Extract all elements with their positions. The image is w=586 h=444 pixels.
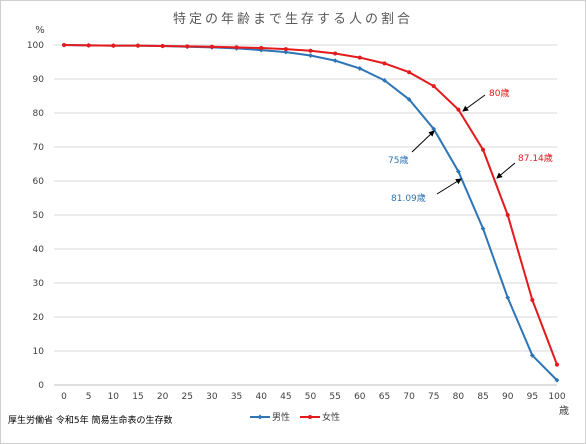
- data-point: [554, 377, 560, 383]
- y-tick-label: 70: [33, 143, 45, 153]
- data-point: [456, 169, 461, 174]
- y-tick-label: 60: [33, 177, 45, 187]
- annotation-label: 87.14歳: [518, 152, 553, 164]
- data-point: [135, 43, 140, 48]
- x-tick-label: 20: [157, 392, 169, 402]
- data-point: [431, 126, 437, 132]
- data-point: [382, 61, 387, 66]
- data-point: [185, 44, 190, 49]
- y-tick-label: 50: [33, 211, 45, 221]
- x-tick-label: 70: [403, 392, 415, 402]
- x-tick-label: 50: [305, 392, 317, 402]
- y-tick-label: 90: [33, 75, 45, 85]
- x-tick-labels: 0 5 10 15 20 25 30 35 40 45 50 55 60 65 70 75 80 85 90 95 10…: [61, 392, 566, 402]
- x-tick-label: 35: [231, 392, 242, 402]
- x-tick-label: 95: [527, 392, 538, 402]
- data-point: [456, 107, 461, 112]
- data-point: [530, 298, 535, 302]
- x-tick-label: 30: [206, 392, 218, 402]
- annotation-arrow: [462, 94, 486, 112]
- y-tick-label: 0: [38, 381, 44, 391]
- x-tick-label: 10: [108, 392, 120, 402]
- y-axis-unit-label: %: [35, 25, 45, 36]
- data-point: [505, 295, 511, 301]
- source-note: 厚生労働省 令和5年 簡易生命表の生存数: [8, 414, 172, 426]
- data-point: [160, 44, 165, 49]
- y-tick-label: 10: [33, 347, 45, 357]
- data-point: [480, 226, 486, 231]
- x-tick-label: 85: [477, 392, 488, 402]
- data-point: [332, 58, 338, 64]
- data-point: [431, 84, 436, 89]
- legend-label: 男性: [272, 411, 290, 423]
- legend-marker: [308, 415, 312, 419]
- data-point: [481, 147, 486, 152]
- legend-marker: [257, 414, 263, 420]
- x-tick-label: 25: [182, 392, 193, 402]
- data-point: [86, 43, 91, 48]
- y-tick-label: 20: [33, 313, 45, 323]
- data-point: [555, 362, 559, 367]
- data-point: [62, 43, 66, 47]
- data-point: [505, 213, 510, 217]
- y-tick-label: 30: [33, 279, 45, 289]
- x-tick-label: 45: [280, 392, 291, 402]
- annotation-arrow: [411, 130, 435, 153]
- x-tick-label: 0: [61, 392, 67, 402]
- y-tick-label: 40: [33, 245, 45, 255]
- grid-lines: [54, 44, 557, 386]
- series-group: [61, 42, 560, 383]
- data-point: [308, 53, 313, 58]
- annotation-arrow: [436, 178, 462, 195]
- data-point: [234, 45, 239, 50]
- chart-title: 特定の年齢まで生存する人の割合: [173, 11, 413, 27]
- legend-label: 女性: [322, 411, 340, 423]
- data-point: [357, 55, 362, 60]
- annotation-arrow: [496, 162, 516, 179]
- x-tick-label: 15: [132, 392, 143, 402]
- data-point: [308, 48, 313, 53]
- x-axis-unit-label: 歳: [559, 405, 569, 417]
- x-tick-label: 65: [379, 392, 390, 402]
- x-tick-label: 5: [86, 392, 92, 402]
- series-line-male: [63, 44, 558, 381]
- data-point: [111, 43, 116, 48]
- y-tick-label: 100: [27, 41, 44, 51]
- x-tick-label: 100: [548, 392, 565, 402]
- x-tick-label: 55: [329, 392, 340, 402]
- legend: 男性 女性: [250, 411, 340, 423]
- data-point: [357, 66, 363, 71]
- data-point: [382, 77, 387, 83]
- data-point: [283, 49, 289, 55]
- y-tick-label: 80: [33, 109, 45, 119]
- data-point: [529, 353, 535, 358]
- y-tick-labels: 0 10 20 30 40 50 60 70 80 90 100: [27, 41, 44, 391]
- annotations-group: 80歳 87.14歳 75歳 81.09歳: [388, 87, 553, 204]
- x-tick-label: 90: [502, 392, 514, 402]
- data-point: [259, 46, 264, 51]
- data-point: [333, 51, 338, 56]
- annotation-label: 75歳: [388, 154, 408, 166]
- data-point: [406, 97, 412, 102]
- x-tick-label: 40: [255, 392, 267, 402]
- data-point: [209, 44, 214, 49]
- x-tick-label: 60: [354, 392, 366, 402]
- x-tick-label: 80: [453, 392, 465, 402]
- data-point: [283, 47, 288, 52]
- x-tick-label: 75: [428, 392, 439, 402]
- data-point: [407, 70, 412, 75]
- annotation-label: 81.09歳: [391, 192, 426, 204]
- annotation-label: 80歳: [489, 87, 509, 99]
